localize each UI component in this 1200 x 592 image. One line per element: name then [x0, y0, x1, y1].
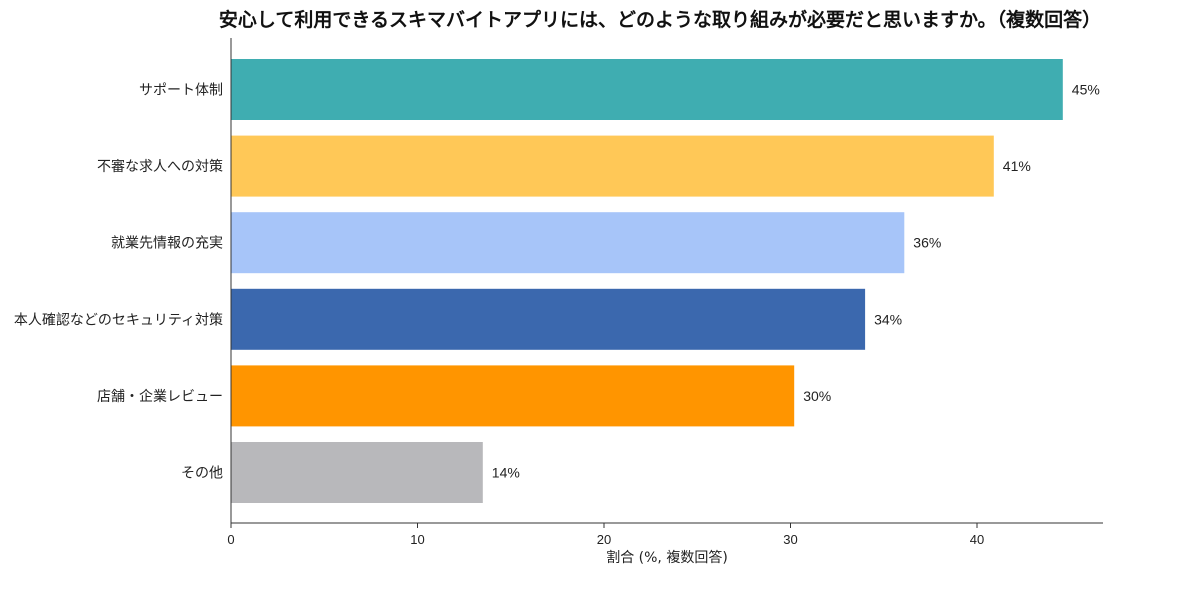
- value-label-6: 14%: [492, 465, 520, 481]
- bar-4: [231, 288, 866, 350]
- x-ticks: 0 10 20 30 40: [227, 523, 984, 547]
- category-label-3: 就業先情報の充実: [111, 236, 223, 252]
- x-axis-title: 割合 (%, 複数回答): [606, 549, 728, 566]
- x-tick-label-2: 10: [410, 532, 424, 547]
- bar-2: [231, 135, 994, 197]
- value-label-4: 34%: [874, 311, 902, 327]
- bar-1: [231, 59, 1063, 120]
- category-label-5: 店舗・企業レビュー: [97, 388, 223, 405]
- bar-6: [231, 442, 483, 503]
- category-label-4: 本人確認などのセキュリティ対策: [14, 311, 223, 328]
- category-label-2: 不審な求人への対策: [97, 158, 223, 175]
- bars-group: [231, 59, 1063, 503]
- bar-5: [231, 365, 795, 427]
- bar-3: [231, 212, 905, 274]
- value-labels: 45% 41% 36% 34% 30% 14%: [492, 82, 1100, 481]
- category-labels: サポート体制不審な求人への対策就業先情報の充実本人確認などのセキュリティ対策店舗…: [14, 83, 223, 482]
- value-label-2: 41%: [1003, 158, 1031, 174]
- x-tick-label-4: 30: [783, 532, 797, 547]
- value-label-1: 45%: [1072, 82, 1100, 98]
- value-label-5: 30%: [803, 388, 831, 404]
- axes-group: [230, 38, 1103, 524]
- x-tick-label-3: 20: [597, 532, 611, 547]
- x-tick-label-1: 0: [227, 532, 234, 547]
- category-label-1: サポート体制: [139, 83, 223, 99]
- chart-title: 安心して利用できるスキマバイトアプリには、どのような取り組みが必要だと思いますか…: [219, 8, 1101, 31]
- category-label-6: その他: [181, 466, 223, 482]
- value-label-3: 36%: [913, 235, 941, 251]
- x-tick-label-5: 40: [970, 532, 984, 547]
